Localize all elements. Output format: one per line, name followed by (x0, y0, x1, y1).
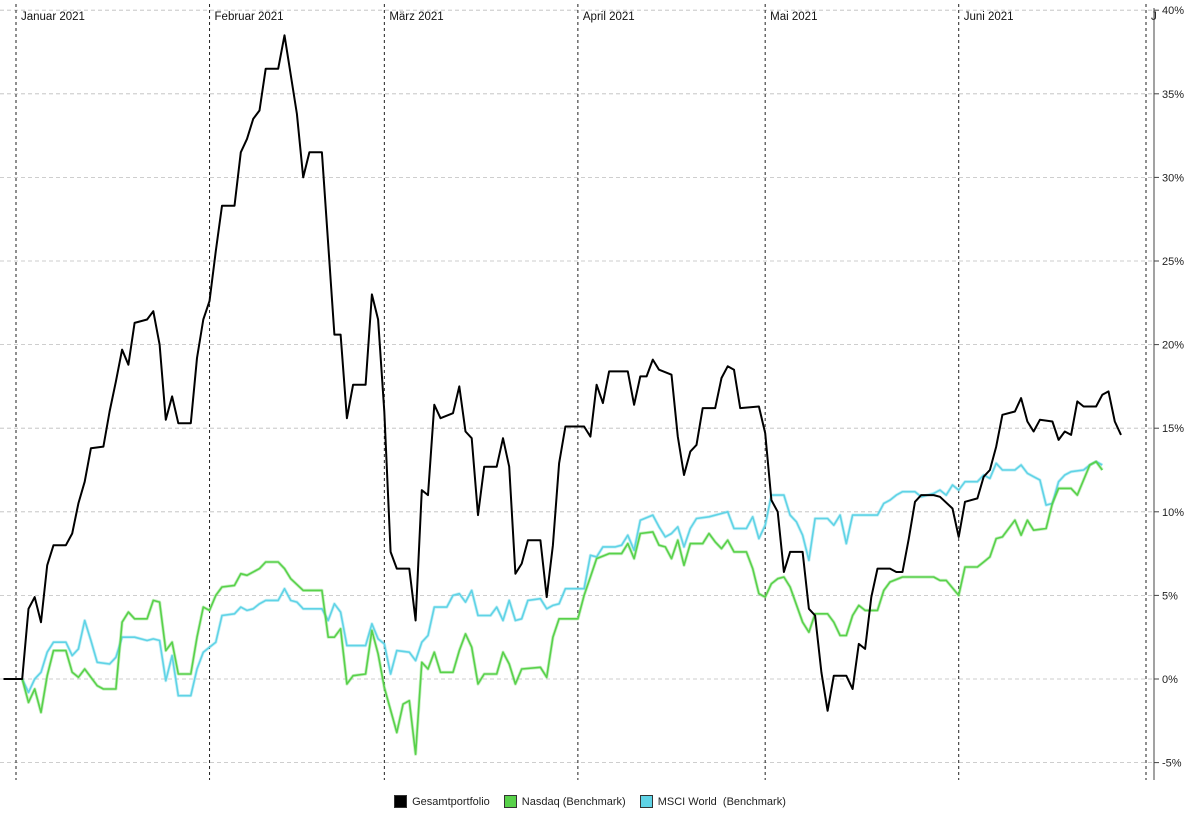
legend-label-msci-world: MSCI World (Benchmark) (657, 795, 786, 808)
ytick-label-20: 20% (1162, 340, 1184, 352)
legend-swatch-nasdaq (503, 795, 517, 808)
ytick-label-40: 40% (1162, 5, 1184, 17)
month-label-4: Mai 2021 (770, 11, 817, 23)
month-label-1: Februar 2021 (215, 11, 284, 23)
series-line-msci-world-benchmark (21, 460, 1103, 697)
legend-swatch-msci-world (639, 795, 653, 808)
month-label-3: April 2021 (583, 11, 635, 23)
ytick-label-5: 5% (1162, 590, 1178, 602)
ytick-label-15: 15% (1162, 423, 1184, 435)
legend-item-gesamtportfolio[interactable]: Gesamtportfolio (394, 795, 490, 808)
legend-label-gesamtportfolio: Gesamtportfolio (412, 795, 490, 808)
month-lines: Januar 2021 Februar 2021 März 2021 April 20… (15, 4, 1157, 780)
series (3, 34, 1122, 756)
grid (0, 9, 1154, 763)
ytick-label-25: 25% (1162, 256, 1184, 268)
legend-item-msci-world[interactable]: MSCI World (Benchmark) (639, 795, 786, 808)
series-line-nasdaq-benchmark (21, 460, 1103, 755)
y-axis-ticks: -5% 0% 5% 10% 15% 20% 25% 30% 35% 40% (1154, 5, 1184, 770)
ytick-label-0: 0% (1162, 674, 1178, 686)
month-label-2: März 2021 (389, 11, 443, 23)
legend-swatch-gesamtportfolio (394, 795, 408, 808)
ytick-label-35: 35% (1162, 89, 1184, 101)
ytick-label--5: -5% (1162, 758, 1182, 770)
ytick-label-30: 30% (1162, 172, 1184, 184)
month-label-0: Januar 2021 (21, 11, 85, 23)
ytick-label-10: 10% (1162, 507, 1184, 519)
series-line-nasdaq-benchmark-glow (20, 460, 1104, 756)
month-label-5: Juni 2021 (964, 11, 1014, 23)
series-line-gesamtportfolio (3, 34, 1122, 712)
legend-label-nasdaq: Nasdaq (Benchmark) (521, 795, 626, 808)
legend-item-nasdaq[interactable]: Nasdaq (Benchmark) (503, 795, 626, 808)
legend: Gesamtportfolio Nasdaq (Benchmark) MSCI … (0, 795, 1180, 808)
